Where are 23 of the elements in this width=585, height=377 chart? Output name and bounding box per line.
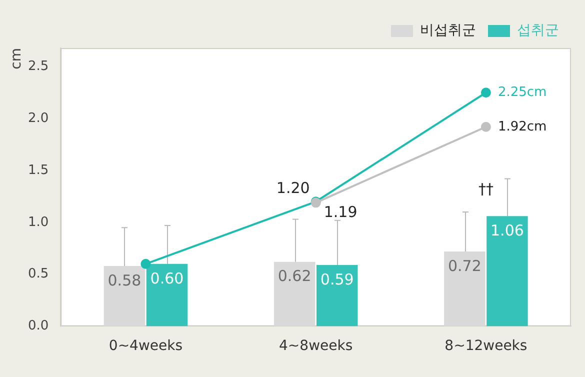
data-label: 0.58 [108,271,142,290]
y-tick-label: 1.5 [28,162,49,178]
y-tick-label: 0.0 [28,318,49,334]
y-tick-label: 2.0 [28,110,49,126]
annotation: †† [478,180,494,198]
data-label: 0.72 [448,256,482,275]
x-tick-label: 4~8weeks [279,338,353,354]
data-label: 0.62 [278,267,312,286]
y-tick-label: 1.0 [28,214,49,230]
data-label: 1.92cm [498,119,547,134]
y-tick-label: 0.5 [28,266,49,282]
data-label: 2.25cm [498,85,547,100]
data-label: 0.60 [150,269,184,288]
x-tick-label: 8~12weeks [444,338,528,354]
x-tick-label: 0~4weeks [108,338,183,354]
data-label: 1.20 [276,179,310,198]
data-label: 0.59 [320,270,354,288]
data-label: 1.19 [324,203,358,222]
legend-label: 비섭취군 [420,22,476,39]
data-label: 1.06 [490,222,524,240]
y-tick-label: 2.5 [28,59,49,74]
legend-label: 섭취군 [517,22,559,39]
y-axis-title: cm [8,48,24,70]
